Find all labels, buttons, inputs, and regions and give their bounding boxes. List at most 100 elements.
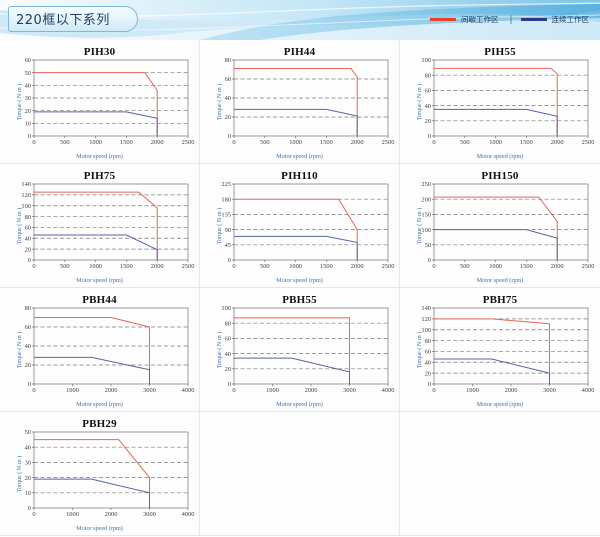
chart-cell-pbh75: PBH75 Torque ( N·m ) Motor speed (rpm) 0 20 4… bbox=[400, 288, 600, 412]
series-line bbox=[234, 317, 350, 384]
svg-text:40: 40 bbox=[25, 444, 31, 451]
svg-text:1000: 1000 bbox=[66, 387, 79, 394]
svg-text:40: 40 bbox=[25, 83, 31, 90]
svg-text:80: 80 bbox=[25, 214, 31, 221]
banner-wave-decoration bbox=[0, 0, 600, 40]
chart-title: PBH29 bbox=[82, 418, 117, 430]
svg-text:3000: 3000 bbox=[143, 511, 156, 518]
svg-text:1000: 1000 bbox=[466, 387, 479, 394]
x-axis-label: Motor speed (rpm) bbox=[76, 525, 123, 532]
chart-plot: 0 20 40 60 80 100 120 140 0 1000 2000 3000 4000 bbox=[421, 305, 595, 394]
series-line bbox=[434, 67, 558, 136]
svg-text:30: 30 bbox=[25, 95, 31, 102]
chart-cell-pih150: PIH150 Torque ( N·m ) Motor speed (rpm) 0 50… bbox=[400, 164, 600, 288]
svg-text:100: 100 bbox=[421, 57, 431, 64]
svg-text:2500: 2500 bbox=[382, 139, 395, 146]
svg-text:0: 0 bbox=[228, 133, 231, 140]
svg-text:100: 100 bbox=[21, 203, 31, 210]
svg-text:0: 0 bbox=[28, 381, 31, 388]
svg-text:0: 0 bbox=[428, 133, 431, 140]
svg-text:0: 0 bbox=[232, 387, 235, 394]
svg-text:50: 50 bbox=[25, 429, 31, 436]
x-axis-label: Motor speed (rpm) bbox=[276, 277, 323, 284]
svg-text:40: 40 bbox=[425, 359, 431, 366]
svg-text:20: 20 bbox=[425, 370, 431, 377]
svg-text:40: 40 bbox=[25, 343, 31, 350]
svg-text:0: 0 bbox=[232, 263, 235, 270]
svg-text:80: 80 bbox=[425, 338, 431, 345]
series-line bbox=[234, 68, 358, 136]
series-line bbox=[34, 317, 150, 384]
chart-cell-empty bbox=[200, 412, 400, 536]
legend-label-intermittent: 间歇工作区 bbox=[460, 15, 499, 24]
svg-text:1500: 1500 bbox=[320, 139, 333, 146]
svg-text:4000: 4000 bbox=[182, 387, 195, 394]
chart-title: PIH55 bbox=[484, 46, 516, 58]
series-line bbox=[34, 478, 150, 508]
svg-text:4000: 4000 bbox=[582, 387, 595, 394]
svg-text:1000: 1000 bbox=[266, 387, 279, 394]
svg-text:60: 60 bbox=[25, 57, 31, 64]
svg-text:3000: 3000 bbox=[143, 387, 156, 394]
x-axis-label: Motor speed (rpm) bbox=[476, 277, 524, 284]
x-axis-label: Motor speed (rpm) bbox=[476, 401, 524, 408]
svg-text:2000: 2000 bbox=[151, 263, 164, 270]
x-axis-label: Motor speed (rpm) bbox=[476, 153, 524, 160]
chart-cell-pbh29: PBH29 Torque ( N·m ) Motor speed (rpm) 0 10 2… bbox=[0, 412, 200, 536]
chart-title: PIH30 bbox=[83, 46, 116, 58]
chart-title: PBH75 bbox=[482, 294, 518, 306]
svg-text:150: 150 bbox=[421, 212, 431, 219]
chart-title: PIH44 bbox=[283, 46, 316, 58]
svg-text:2500: 2500 bbox=[382, 263, 395, 270]
svg-text:100: 100 bbox=[421, 227, 431, 234]
legend-separator: | bbox=[509, 14, 513, 25]
chart-cell-empty bbox=[400, 412, 600, 536]
series-line bbox=[234, 108, 358, 136]
chart-cell-pih30: PIH30 Torque ( N·m ) Motor speed (rpm) 0 10 2… bbox=[0, 40, 200, 164]
chart-plot: 0 45 90 135 180 225 0 500 1000 1500 2000 2500 bbox=[221, 181, 395, 270]
svg-text:1000: 1000 bbox=[289, 139, 302, 146]
svg-text:20: 20 bbox=[425, 118, 431, 125]
svg-text:1000: 1000 bbox=[489, 263, 502, 270]
series-line bbox=[434, 108, 558, 136]
chart-plot: 0 20 40 60 80 0 1000 2000 3000 4000 bbox=[25, 305, 195, 394]
svg-text:40: 40 bbox=[25, 235, 31, 242]
series-line bbox=[34, 111, 158, 136]
svg-text:0: 0 bbox=[32, 139, 35, 146]
svg-text:60: 60 bbox=[425, 88, 431, 95]
svg-text:50: 50 bbox=[25, 70, 31, 77]
svg-text:1500: 1500 bbox=[520, 263, 533, 270]
svg-text:1000: 1000 bbox=[66, 511, 79, 518]
svg-text:40: 40 bbox=[425, 103, 431, 110]
legend-label-continuous: 连续工作区 bbox=[551, 15, 590, 24]
svg-text:0: 0 bbox=[428, 257, 431, 264]
svg-text:0: 0 bbox=[232, 139, 235, 146]
svg-text:50: 50 bbox=[425, 242, 431, 249]
svg-text:10: 10 bbox=[25, 490, 31, 497]
svg-text:4000: 4000 bbox=[382, 387, 395, 394]
legend-swatch-continuous bbox=[520, 18, 547, 21]
chart-plot: 0 20 40 60 80 100 120 140 0 500 1000 1500 2000 2500 bbox=[21, 181, 194, 270]
svg-text:80: 80 bbox=[25, 305, 31, 312]
svg-text:2500: 2500 bbox=[582, 263, 595, 270]
svg-text:20: 20 bbox=[25, 108, 31, 115]
svg-text:80: 80 bbox=[425, 72, 431, 79]
svg-text:2000: 2000 bbox=[105, 387, 118, 394]
svg-text:60: 60 bbox=[225, 336, 231, 343]
svg-text:20: 20 bbox=[25, 246, 31, 253]
svg-text:60: 60 bbox=[25, 324, 31, 331]
chart-cell-pih44: PIH44 Torque ( N·m ) Motor speed (rpm) 0 20 4… bbox=[200, 40, 400, 164]
svg-text:45: 45 bbox=[225, 242, 231, 249]
series-line bbox=[34, 191, 158, 260]
svg-text:20: 20 bbox=[25, 475, 31, 482]
chart-cell-pbh44: PBH44 Torque ( N·m ) Motor speed (rpm) 0 20 4… bbox=[0, 288, 200, 412]
x-axis-label: Motor speed (rpm) bbox=[76, 153, 123, 160]
svg-text:0: 0 bbox=[28, 257, 31, 264]
svg-text:500: 500 bbox=[460, 139, 470, 146]
svg-text:0: 0 bbox=[32, 511, 35, 518]
svg-text:135: 135 bbox=[221, 212, 231, 219]
svg-text:2000: 2000 bbox=[551, 139, 564, 146]
svg-text:2000: 2000 bbox=[551, 263, 564, 270]
